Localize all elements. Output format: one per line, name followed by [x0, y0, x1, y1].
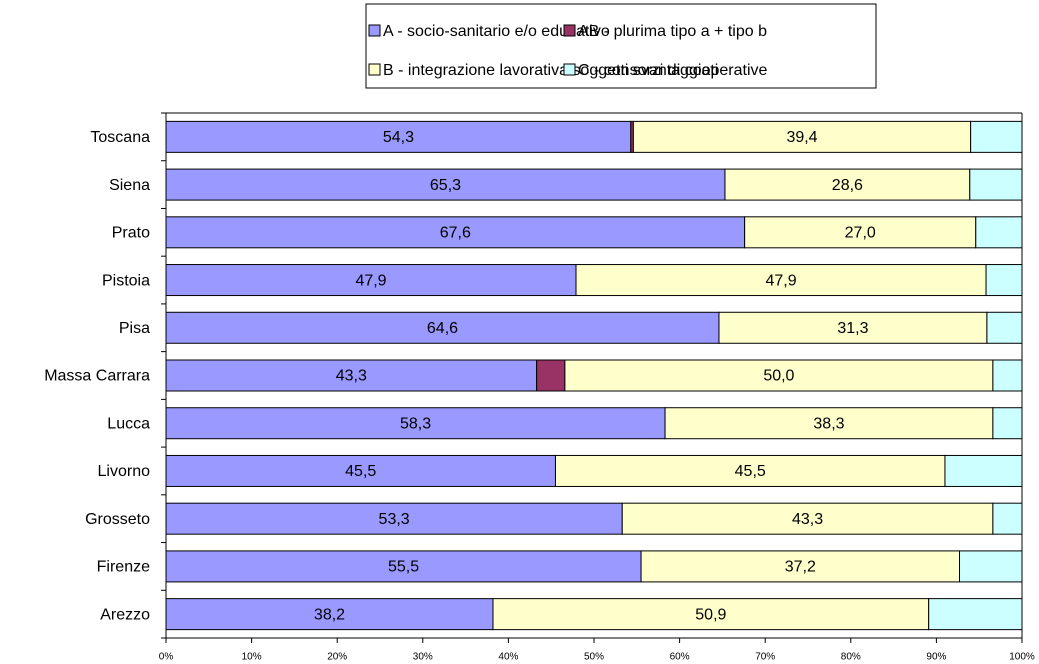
bar-segment: [992, 407, 1023, 440]
y-tick-label: Pisa: [119, 320, 150, 337]
x-tick-label: 30%: [413, 652, 433, 663]
y-tick-label: Arezzo: [100, 606, 150, 623]
y-tick-label: Firenze: [97, 559, 150, 576]
data-label: 67,6: [440, 225, 471, 242]
bar-segment: [165, 454, 556, 487]
data-label: 45,5: [345, 463, 376, 480]
x-tick-label: 10%: [242, 652, 262, 663]
data-label: 65,3: [430, 177, 461, 194]
data-label: 37,2: [785, 559, 816, 576]
bar-segment: [536, 359, 566, 392]
bar-segment: [165, 598, 494, 631]
data-label: 39,4: [786, 129, 817, 146]
x-tick-label: 0%: [159, 652, 174, 663]
legend-swatch: [368, 63, 381, 76]
bar-segment: [632, 120, 972, 153]
y-tick-label: Siena: [109, 177, 150, 194]
bar-segment: [975, 216, 1023, 249]
y-tick-label: Pistoia: [102, 272, 150, 289]
legend-label: AB - plurima tipo a + tipo b: [578, 23, 767, 40]
bar-segment: [165, 550, 642, 583]
bar-segment: [724, 168, 971, 201]
bar-segment: [165, 502, 623, 535]
bar-segment: [165, 216, 746, 249]
y-tick-label: Grosseto: [85, 511, 150, 528]
bar-segment: [992, 502, 1023, 535]
data-label: 54,3: [383, 129, 414, 146]
legend-label: C - consorzi di cooperative: [578, 62, 768, 79]
data-label: 55,5: [388, 559, 419, 576]
data-label: 28,6: [832, 177, 863, 194]
bar-segment: [944, 454, 1023, 487]
x-tick-label: 20%: [327, 652, 347, 663]
bar-segment: [718, 311, 988, 344]
y-tick-label: Lucca: [107, 415, 150, 432]
bar-segment: [165, 359, 538, 392]
y-tick-label: Prato: [112, 225, 150, 242]
legend-swatch: [563, 24, 576, 37]
data-label: 31,3: [837, 320, 868, 337]
data-label: 58,3: [400, 415, 431, 432]
bar-segment: [640, 550, 961, 583]
data-label: 43,3: [336, 368, 367, 385]
data-label: 50,0: [763, 368, 794, 385]
data-label: 64,6: [427, 320, 458, 337]
data-label: 53,3: [379, 511, 410, 528]
data-label: 38,2: [314, 606, 345, 623]
legend-label: B - integrazione lavorativa soggetti sva…: [383, 62, 718, 79]
bar-segment: [744, 216, 977, 249]
bar-segment: [564, 359, 994, 392]
data-label: 45,5: [735, 463, 766, 480]
bar-segment: [165, 311, 720, 344]
x-tick-label: 50%: [584, 652, 604, 663]
bar-segment: [969, 168, 1023, 201]
bar-segment: [959, 550, 1023, 583]
data-label: 43,3: [792, 511, 823, 528]
bar-segment: [575, 264, 987, 297]
x-tick-label: 80%: [841, 652, 861, 663]
bar-segment: [992, 359, 1023, 392]
data-label: 47,9: [765, 272, 796, 289]
data-label: 38,3: [813, 415, 844, 432]
legend-swatch: [563, 63, 576, 76]
bar-segment: [165, 407, 666, 440]
x-tick-label: 40%: [498, 652, 518, 663]
bar-segment: [986, 311, 1023, 344]
bar-segment: [970, 120, 1023, 153]
x-tick-label: 90%: [926, 652, 946, 663]
legend-box: [365, 3, 877, 89]
x-tick-label: 100%: [1009, 652, 1035, 663]
data-label: 27,0: [845, 225, 876, 242]
legend-swatch: [368, 24, 381, 37]
bar-segment: [928, 598, 1023, 631]
y-tick-label: Livorno: [98, 463, 151, 480]
legend-label: A - socio-sanitario e/o educativo: [383, 23, 610, 40]
y-tick-label: Toscana: [90, 129, 150, 146]
data-label: 47,9: [355, 272, 386, 289]
x-tick-label: 70%: [755, 652, 775, 663]
bar-segment: [664, 407, 994, 440]
y-tick-label: Massa Carrara: [44, 368, 150, 385]
data-label: 50,9: [695, 606, 726, 623]
x-tick-label: 60%: [670, 652, 690, 663]
bar-segment: [985, 264, 1023, 297]
